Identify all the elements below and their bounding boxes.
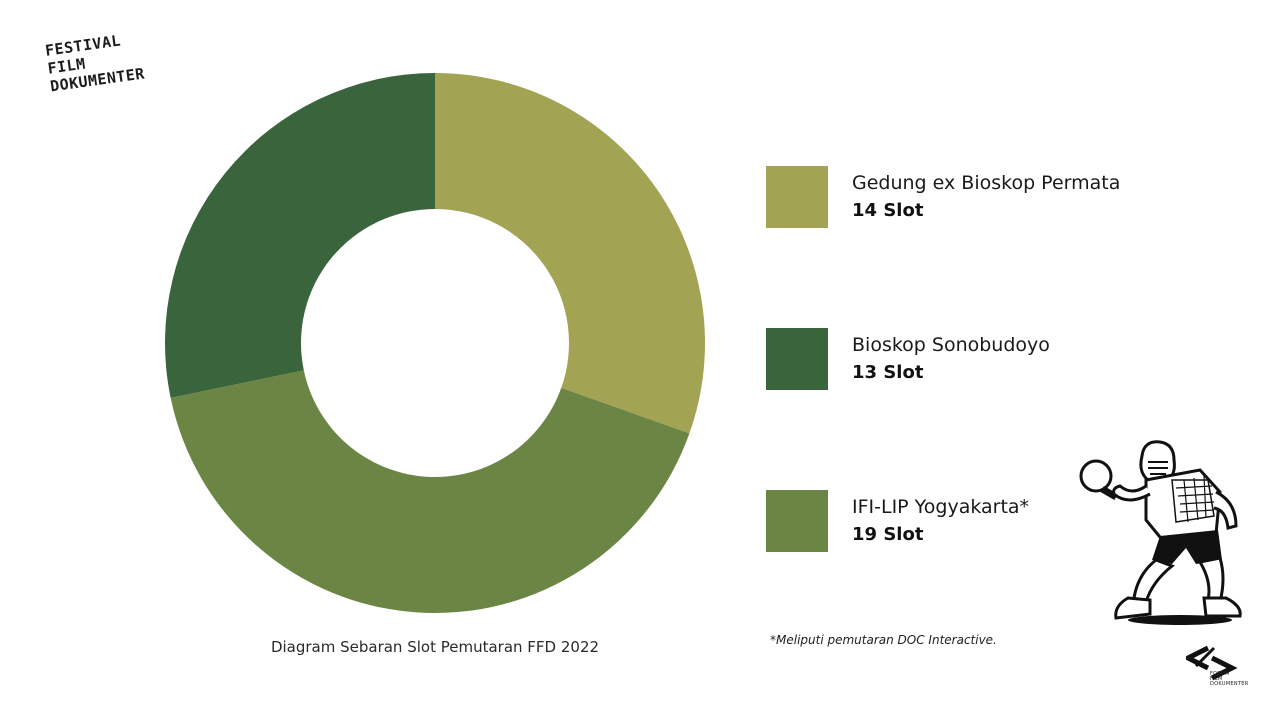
festival-logo: FESTIVAL FILM DOKUMENTER <box>44 29 146 96</box>
forum-mark-line-2: FILM <box>1210 676 1223 682</box>
donut-chart-svg <box>165 73 705 613</box>
donut-slice-3 <box>165 73 435 398</box>
legend-label: Bioskop Sonobudoyo <box>852 334 1050 356</box>
forum-film-dokumenter-logo-icon <box>1186 645 1238 681</box>
legend-value: 13 Slot <box>852 362 924 383</box>
legend-label: Gedung ex Bioskop Permata <box>852 172 1121 194</box>
footnote: *Meliputi pemutaran DOC Interactive. <box>770 633 997 647</box>
forum-mark-text: FORUM FILM DOKUMENTER <box>1210 672 1249 687</box>
donut-slice-1 <box>435 73 705 434</box>
legend-value: 19 Slot <box>852 524 924 545</box>
donut-chart <box>160 68 710 618</box>
legend-item-1: Gedung ex Bioskop Permata 14 Slot <box>766 166 1186 230</box>
legend-item-2: Bioskop Sonobudoyo 13 Slot <box>766 328 1186 392</box>
chart-caption: Diagram Sebaran Slot Pemutaran FFD 2022 <box>270 638 600 656</box>
donut-slice-2 <box>170 370 690 613</box>
legend-label: IFI-LIP Yogyakarta* <box>852 496 1030 518</box>
legend-text: Bioskop Sonobudoyo 13 Slot <box>852 332 1050 386</box>
legend-text: IFI-LIP Yogyakarta* 19 Slot <box>852 494 1029 548</box>
forum-mark-line-3: DOKUMENTER <box>1210 681 1249 687</box>
forum-mark-line-1: FORUM <box>1210 671 1230 677</box>
legend-text: Gedung ex Bioskop Permata 14 Slot <box>852 170 1120 224</box>
legend-item-3: IFI-LIP Yogyakarta* 19 Slot <box>766 490 1186 554</box>
legend-value: 14 Slot <box>852 200 924 221</box>
chart-legend: Gedung ex Bioskop Permata 14 Slot Bioskop … <box>766 166 1186 652</box>
legend-swatch <box>766 490 828 552</box>
table-tennis-player-illustration <box>1079 440 1242 625</box>
legend-swatch <box>766 166 828 228</box>
legend-swatch <box>766 328 828 390</box>
